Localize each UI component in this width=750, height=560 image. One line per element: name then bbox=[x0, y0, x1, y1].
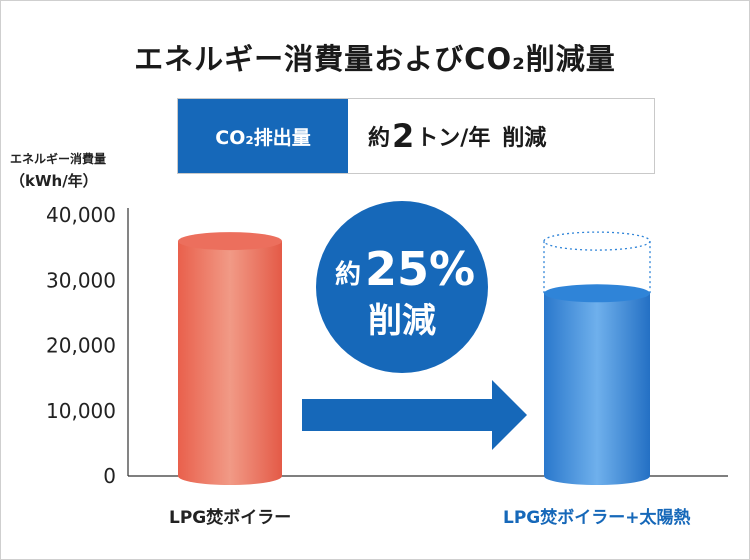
category-label-lpg-boiler-solar: LPG焚ボイラー+太陽熱 bbox=[503, 508, 691, 528]
co2-unit: トン/年 bbox=[416, 126, 491, 151]
y-tick-label: 20,000 bbox=[46, 334, 116, 358]
bar-lpg-boiler bbox=[178, 232, 282, 485]
badge-prefix: 約 bbox=[335, 259, 361, 290]
co2-label: CO₂排出量 bbox=[178, 99, 348, 173]
bar-bottom bbox=[544, 467, 650, 485]
y-axis-label-line1: エネルギー消費量 bbox=[10, 152, 107, 166]
bar-reference-outline bbox=[543, 231, 651, 294]
y-tick-label: 0 bbox=[103, 464, 116, 488]
bar-body bbox=[544, 293, 650, 476]
bar-bottom bbox=[178, 467, 282, 485]
y-tick-label: 10,000 bbox=[46, 399, 116, 423]
co2-value: 約 2 トン/年 削減 bbox=[368, 99, 546, 173]
bar-body bbox=[178, 241, 282, 476]
reduction-circle bbox=[316, 201, 488, 373]
chart-title: エネルギー消費量およびCO₂削減量 bbox=[134, 42, 616, 76]
arrow-shape bbox=[302, 380, 527, 450]
co2-emission-box: CO₂排出量 約 2 トン/年 削減 bbox=[177, 98, 655, 174]
reference-top-ellipse bbox=[543, 231, 651, 251]
y-axis-unit: （kWh/年） bbox=[10, 172, 98, 190]
badge-word: 削減 bbox=[368, 301, 436, 341]
bar-lpg-boiler-solar bbox=[544, 284, 650, 485]
co2-reduction: 削減 bbox=[502, 126, 547, 151]
co2-amount: 2 bbox=[392, 117, 415, 155]
bar-top bbox=[178, 232, 282, 251]
y-axis-label: エネルギー消費量 （kWh/年） bbox=[10, 148, 106, 192]
y-tick-label: 30,000 bbox=[46, 268, 116, 292]
category-label-lpg-boiler: LPG焚ボイラー bbox=[169, 508, 292, 528]
bar-top bbox=[544, 284, 650, 303]
y-tick-label: 40,000 bbox=[46, 203, 116, 227]
co2-prefix: 約 bbox=[368, 126, 391, 151]
badge-percent: 25% bbox=[365, 242, 475, 296]
